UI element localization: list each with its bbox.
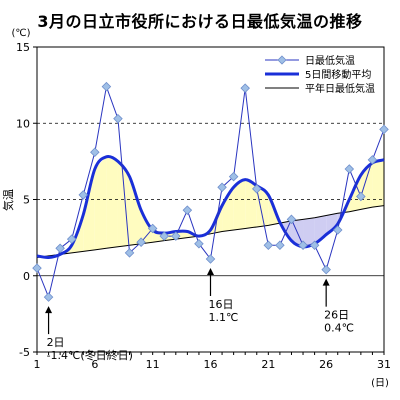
annotation-label: 26日 (324, 309, 349, 322)
cold-fill-segment (326, 213, 338, 235)
daily-point (356, 191, 366, 202)
y-tick-label: 5 (23, 194, 30, 207)
legend-marker-daily (277, 55, 287, 65)
warm-fill-segment (222, 187, 234, 232)
daily-point (252, 184, 262, 194)
daily-point (205, 254, 216, 264)
daily-point (275, 240, 285, 251)
daily-min-temp-series (32, 81, 389, 302)
warm-fill-segment (129, 176, 142, 246)
daily-point (344, 164, 355, 174)
normal-min-temp-series (36, 205, 385, 258)
annotation-label: 16日 (209, 298, 234, 311)
x-tick-label: 16 (204, 358, 218, 371)
warm-fill-segment (349, 175, 361, 212)
daily-point (217, 182, 227, 193)
warm-fill-segment (106, 156, 118, 249)
daily-point (298, 240, 308, 251)
daily-point (194, 238, 204, 249)
daily-point (101, 81, 112, 92)
cold-fill-segment (303, 217, 315, 247)
x-unit-label: (日) (371, 378, 389, 389)
x-tick-label: 1 (34, 358, 41, 371)
x-tick-label: 11 (146, 358, 160, 371)
daily-point (182, 205, 193, 215)
daily-point (286, 214, 297, 225)
y-axis-label: 気温 (1, 189, 15, 211)
x-tick-label: 6 (91, 358, 98, 371)
warm-fill-segment (245, 179, 257, 229)
x-tick-label: 31 (377, 358, 391, 371)
warm-fill-segment (256, 185, 269, 227)
annotation-label: 0.4℃ (324, 322, 354, 335)
legend-label: 日最低気温 (305, 54, 355, 67)
daily-point (55, 243, 65, 254)
daily-point (171, 231, 181, 241)
daily-point (124, 248, 135, 258)
y-tick-label: 15 (16, 41, 30, 54)
warm-fill-segment (372, 159, 384, 208)
daily-point (228, 171, 239, 182)
annotation-arrowhead (207, 267, 214, 275)
annotation-label: -1.4℃(冬日終日) (47, 348, 133, 362)
annotation-label: 2日 (47, 336, 65, 349)
daily-point (240, 83, 250, 93)
legend-label: 平年日最低気温 (305, 82, 375, 95)
daily-point (147, 223, 158, 234)
warm-fill-segment (233, 179, 246, 230)
x-tick-label: 26 (319, 358, 333, 371)
annotation-label: 1.1℃ (209, 311, 239, 324)
y-tick-label: -5 (19, 346, 30, 359)
legend-label: 5日間移動平均 (305, 68, 371, 81)
daily-point (43, 292, 54, 302)
daily-point (32, 263, 42, 273)
warm-fill-segment (117, 161, 130, 247)
y-tick-label: 0 (23, 270, 30, 283)
y-tick-label: 10 (16, 117, 30, 130)
moving-average-line (36, 154, 385, 259)
normal-min-temp-line (36, 205, 385, 258)
daily-point (78, 190, 89, 200)
daily-point (136, 237, 146, 247)
daily-point (332, 225, 343, 235)
warm-fill-segment (94, 156, 107, 250)
chart-title: 3月の日立市役所における日最低気温の推移 (37, 12, 363, 31)
daily-point (263, 240, 274, 251)
daily-point (113, 113, 123, 124)
daily-point (90, 147, 100, 157)
daily-point (367, 155, 378, 165)
warm-fill-segment (83, 169, 95, 252)
x-tick-label: 21 (261, 358, 275, 371)
daily-point (66, 234, 77, 244)
annotation-arrowhead (322, 278, 330, 286)
daily-point (379, 124, 389, 135)
daily-point (309, 240, 320, 251)
daily-point (321, 264, 331, 275)
y-unit-label: (℃) (11, 28, 30, 39)
daily-point (159, 231, 169, 241)
moving-average-series (36, 154, 385, 259)
annotation-arrowhead (45, 306, 53, 314)
